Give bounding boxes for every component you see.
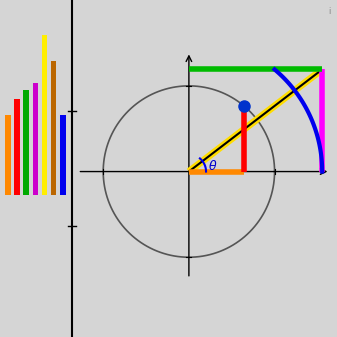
Bar [33,83,38,195]
Bar [42,35,47,195]
Text: $\theta$: $\theta$ [208,159,218,174]
Bar [60,115,66,195]
Bar [14,99,20,195]
Bar [5,115,11,195]
Bar [51,61,56,195]
Bar [24,90,29,195]
Text: i: i [328,7,330,16]
